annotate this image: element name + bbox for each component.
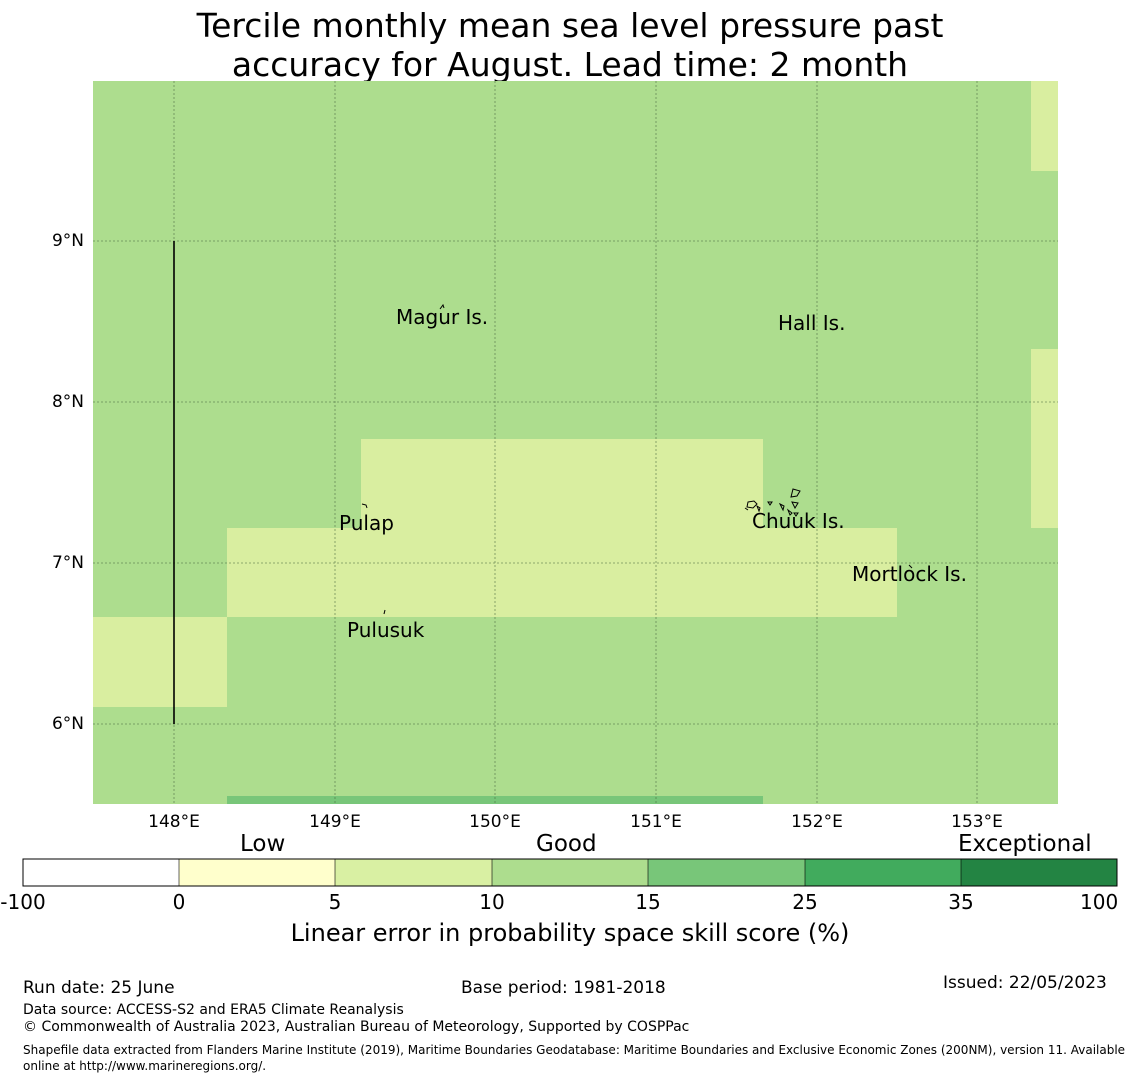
lon-label-152e: 152°E [791, 812, 843, 832]
category-exceptional: Exceptional [958, 831, 1092, 857]
colorbar-swatch-minus100-0 [23, 859, 179, 886]
lat-label-8n: 8°N [51, 392, 84, 412]
colorbar-tick: 15 [635, 890, 661, 914]
lon-label-151e: 151°E [630, 812, 682, 832]
place-label-pulusuk: Pulusuk [347, 618, 425, 642]
colorbar-swatch-10-15 [492, 859, 648, 886]
colorbar-frame [22, 858, 1118, 887]
colorbar-title: Linear error in probability space skill … [290, 919, 850, 947]
title-line-1: Tercile monthly mean sea level pressure … [196, 6, 944, 45]
colorbar-tick: 10 [479, 890, 505, 914]
copyright: © Commonwealth of Australia 2023, Austra… [23, 1019, 690, 1035]
colorbar-swatch-35-100 [961, 859, 1117, 886]
island-pulap [361, 503, 368, 509]
title-line-2: accuracy for August. Lead time: 2 month [231, 45, 909, 84]
lon-label-148e: 148°E [148, 812, 200, 832]
issued-date: Issued: 22/05/2023 [943, 973, 1107, 993]
lat-label-9n: 9°N [51, 231, 84, 251]
place-label-pulap: Pulap [339, 511, 394, 535]
skill-cell [227, 796, 763, 804]
skill-cell [361, 439, 763, 528]
island-chuuk-reef [744, 488, 801, 517]
lon-label-153e: 153°E [951, 812, 1003, 832]
colorbar-tick: 35 [948, 890, 974, 914]
island-pulusuk [383, 609, 386, 615]
lon-label-149e: 149°E [309, 812, 361, 832]
chart-title: Tercile monthly mean sea level pressure … [0, 6, 1140, 84]
island-magur [439, 303, 445, 310]
colorbar-swatch-25-35 [805, 859, 961, 886]
colorbar-tick: 5 [328, 890, 342, 914]
skill-cell [1031, 81, 1058, 171]
skill-cell [93, 617, 227, 707]
skill-cells [93, 81, 1058, 804]
colorbar-swatch-15-25 [648, 859, 805, 886]
shapefile-credit: Shapefile data extracted from Flanders M… [23, 1043, 1126, 1073]
skill-cell [227, 528, 897, 617]
run-date: Run date: 25 June [23, 978, 175, 998]
data-source: Data source: ACCESS-S2 and ERA5 Climate … [23, 1002, 404, 1018]
colorbar-tick: 100 [1080, 890, 1119, 914]
colorbar-tick: -100 [0, 890, 46, 914]
skill-cell [1031, 349, 1058, 528]
base-period: Base period: 1981-2018 [461, 978, 666, 998]
island-mortlock [908, 564, 913, 569]
colorbar-tick: 25 [792, 890, 818, 914]
lat-label-7n: 7°N [51, 553, 84, 573]
category-low: Low [240, 831, 286, 857]
place-label-chuuk: Chuuk Is. [752, 509, 845, 533]
islands [361, 303, 913, 615]
colorbar-swatch-5-10 [335, 859, 492, 886]
colorbar-tick: 0 [172, 890, 186, 914]
place-label-mortlock: Mortlock Is. [852, 562, 967, 586]
lon-label-150e: 150°E [469, 812, 521, 832]
place-label-hall: Hall Is. [778, 311, 846, 335]
colorbar [22, 858, 1118, 887]
category-good: Good [536, 831, 597, 857]
colorbar-swatch-0-5 [179, 859, 335, 886]
place-label-magur: Magur Is. [396, 305, 489, 329]
lat-label-6n: 6°N [51, 714, 84, 734]
